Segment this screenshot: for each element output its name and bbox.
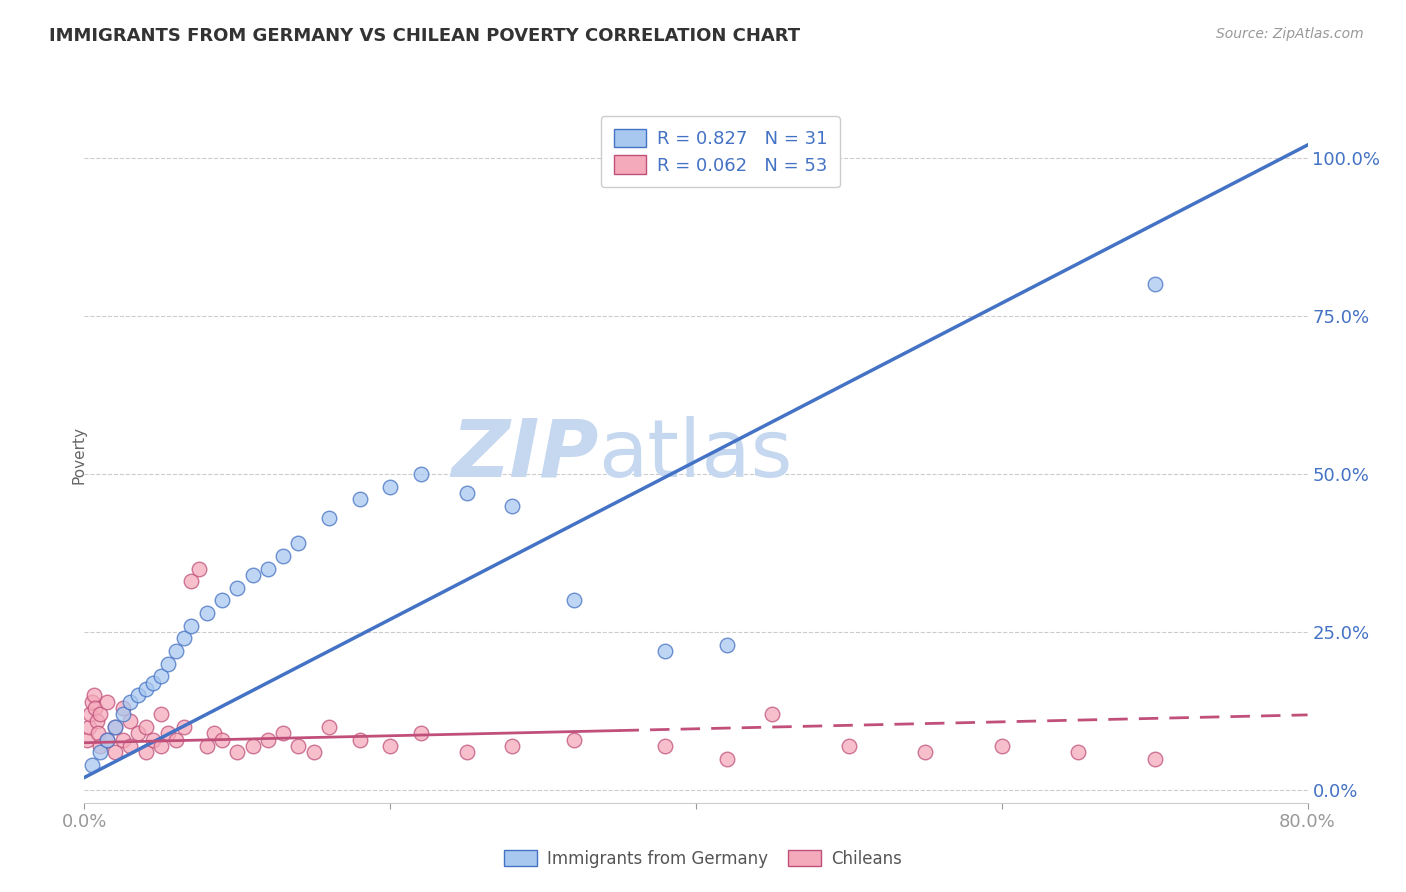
Point xyxy=(104,720,127,734)
Point xyxy=(87,726,110,740)
Point xyxy=(149,669,172,683)
Point xyxy=(89,739,111,753)
Point xyxy=(165,732,187,747)
Point xyxy=(80,757,103,772)
Point xyxy=(716,751,738,765)
Point xyxy=(83,688,105,702)
Point xyxy=(120,714,142,728)
Point xyxy=(562,593,585,607)
Point xyxy=(1143,277,1166,292)
Point xyxy=(180,618,202,632)
Point xyxy=(654,739,676,753)
Point xyxy=(111,707,134,722)
Point xyxy=(914,745,936,759)
Y-axis label: Poverty: Poverty xyxy=(72,425,86,484)
Point xyxy=(76,732,98,747)
Point xyxy=(135,720,157,734)
Point xyxy=(77,720,100,734)
Point xyxy=(257,562,280,576)
Text: atlas: atlas xyxy=(598,416,793,494)
Point xyxy=(242,568,264,582)
Point xyxy=(409,467,432,481)
Legend: Immigrants from Germany, Chileans: Immigrants from Germany, Chileans xyxy=(498,844,908,875)
Point xyxy=(165,644,187,658)
Legend: R = 0.827   N = 31, R = 0.062   N = 53: R = 0.827 N = 31, R = 0.062 N = 53 xyxy=(600,116,839,187)
Point xyxy=(157,726,180,740)
Point xyxy=(111,701,134,715)
Point xyxy=(456,486,478,500)
Point xyxy=(1067,745,1090,759)
Point xyxy=(195,606,218,620)
Point xyxy=(89,707,111,722)
Point xyxy=(86,714,108,728)
Point xyxy=(349,732,371,747)
Point xyxy=(502,739,524,753)
Point xyxy=(120,695,142,709)
Point xyxy=(456,745,478,759)
Point xyxy=(211,732,233,747)
Point xyxy=(202,726,225,740)
Text: ZIP: ZIP xyxy=(451,416,598,494)
Point xyxy=(380,739,402,753)
Point xyxy=(271,549,294,563)
Point xyxy=(120,739,142,753)
Point xyxy=(104,745,127,759)
Point xyxy=(502,499,524,513)
Point xyxy=(226,581,249,595)
Point xyxy=(173,632,195,646)
Point xyxy=(188,562,211,576)
Point xyxy=(409,726,432,740)
Point xyxy=(89,745,111,759)
Point xyxy=(211,593,233,607)
Point xyxy=(173,720,195,734)
Point xyxy=(111,732,134,747)
Point xyxy=(302,745,325,759)
Point xyxy=(84,701,107,715)
Point xyxy=(96,732,118,747)
Point xyxy=(716,638,738,652)
Point xyxy=(318,720,340,734)
Text: IMMIGRANTS FROM GERMANY VS CHILEAN POVERTY CORRELATION CHART: IMMIGRANTS FROM GERMANY VS CHILEAN POVER… xyxy=(49,27,800,45)
Point xyxy=(257,732,280,747)
Point xyxy=(1143,751,1166,765)
Point xyxy=(761,707,783,722)
Point xyxy=(80,695,103,709)
Point xyxy=(149,739,172,753)
Point xyxy=(96,732,118,747)
Point xyxy=(180,574,202,589)
Point xyxy=(142,732,165,747)
Point xyxy=(135,681,157,696)
Point xyxy=(654,644,676,658)
Point xyxy=(226,745,249,759)
Point xyxy=(562,732,585,747)
Point xyxy=(127,688,149,702)
Point xyxy=(287,536,309,550)
Point xyxy=(127,726,149,740)
Point xyxy=(142,675,165,690)
Point xyxy=(195,739,218,753)
Point xyxy=(287,739,309,753)
Point xyxy=(79,707,101,722)
Point xyxy=(96,695,118,709)
Point xyxy=(242,739,264,753)
Point xyxy=(318,511,340,525)
Point xyxy=(991,739,1014,753)
Point xyxy=(271,726,294,740)
Text: Source: ZipAtlas.com: Source: ZipAtlas.com xyxy=(1216,27,1364,41)
Point xyxy=(104,720,127,734)
Point xyxy=(380,479,402,493)
Point xyxy=(135,745,157,759)
Point xyxy=(349,492,371,507)
Point xyxy=(157,657,180,671)
Point xyxy=(838,739,860,753)
Point xyxy=(149,707,172,722)
